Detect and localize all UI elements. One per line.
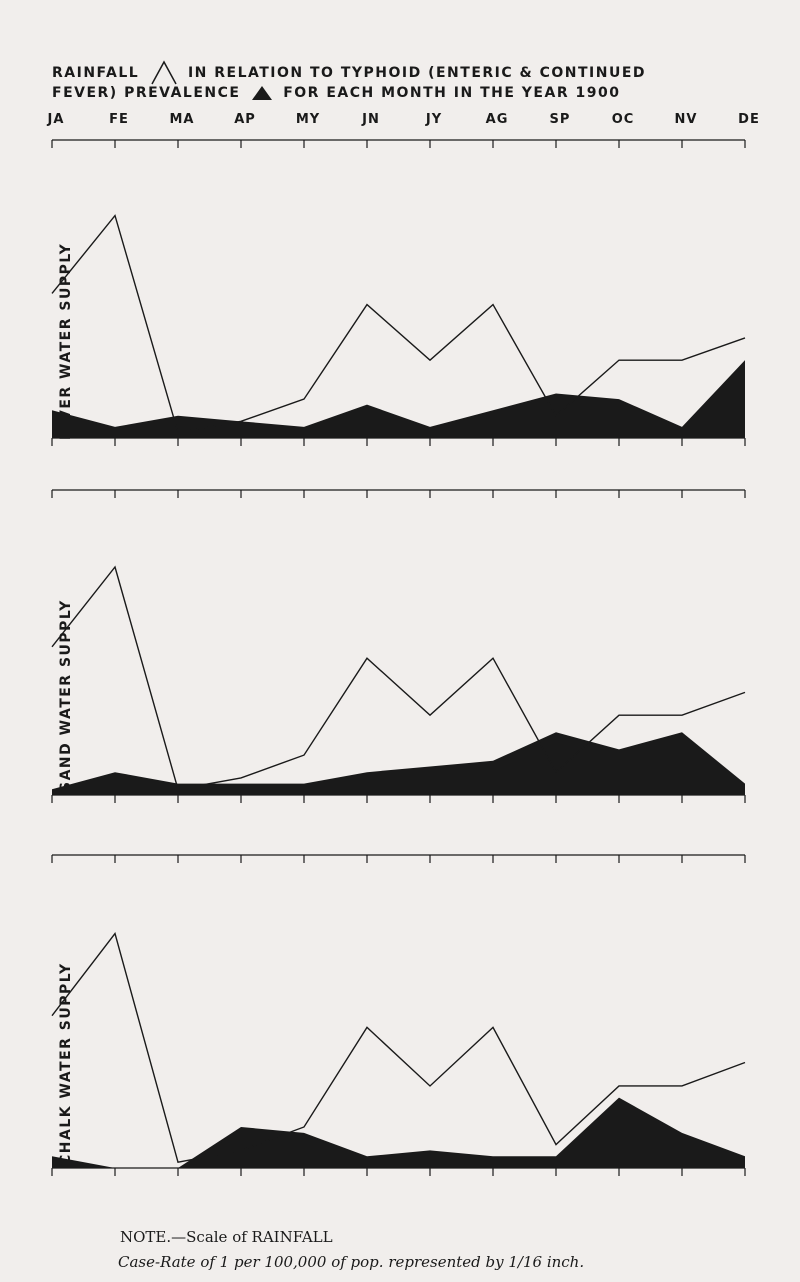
title-line-2b: FOR EACH MONTH IN THE YEAR 1900 <box>283 85 621 101</box>
month-label-oc: OC <box>611 112 635 127</box>
title-part-1: RAINFALL <box>52 65 140 81</box>
month-label-ma: MA <box>169 112 195 127</box>
chart-title-line-2: FEVER) PREVALENCE FOR EACH MONTH IN THE … <box>52 85 800 101</box>
rainfall-scale-icon <box>150 60 177 85</box>
footer-note-scale: Case-Rate of 1 per 100,000 of pop. repre… <box>118 1253 585 1271</box>
panel-2-typhoid-area <box>52 1097 745 1168</box>
typhoid-fill-icon <box>251 86 272 100</box>
month-label-ja: JA <box>47 112 65 127</box>
month-label-de: DE <box>738 112 760 127</box>
footer-note: NOTE.—Scale of RAINFALL <box>120 1228 333 1246</box>
panel-0-rainfall-line <box>51 214 746 434</box>
month-label-ag: AG <box>485 112 509 127</box>
month-label-jn: JN <box>362 112 380 127</box>
month-label-jy: JY <box>425 112 443 127</box>
panel-1-typhoid-area <box>52 732 745 795</box>
chart-title-line-1: RAINFALL IN RELATION TO TYPHOID (ENTERIC… <box>52 60 800 86</box>
month-label-ap: AP <box>234 112 256 127</box>
month-label-nv: NV <box>674 112 698 127</box>
title-part-2: IN RELATION TO TYPHOID (ENTERIC & CONTIN… <box>187 65 647 81</box>
month-axis: JA FE MA AP MY JN JY AG SP OC NV DE <box>0 112 800 130</box>
panel-0-typhoid-area <box>52 360 745 438</box>
panel-1-rainfall-line <box>51 565 746 791</box>
panel-2-rainfall-line <box>51 932 746 1163</box>
month-label-my: MY <box>295 112 321 127</box>
title-line-2a: FEVER) PREVALENCE <box>52 85 241 101</box>
month-label-sp: SP <box>549 112 571 127</box>
month-label-fe: FE <box>109 112 129 127</box>
